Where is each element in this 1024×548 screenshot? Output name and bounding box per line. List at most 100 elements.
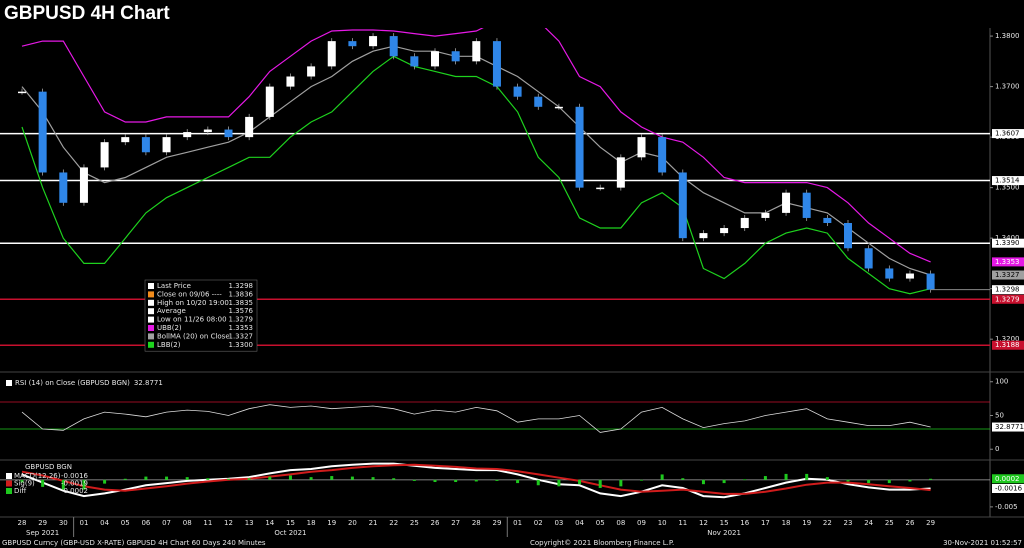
candle xyxy=(905,273,914,279)
x-tick-label: 11 xyxy=(678,519,687,527)
x-tick-label: 12 xyxy=(699,519,708,527)
legend-swatch xyxy=(148,333,154,340)
legend-label: Low on 11/26 08:00 xyxy=(157,316,227,324)
diff-bar xyxy=(557,479,561,487)
candle xyxy=(802,192,811,218)
legend-label: BollMA (20) on Close xyxy=(157,332,230,340)
candle xyxy=(844,222,852,249)
diff-bar xyxy=(929,478,933,480)
diff-bar xyxy=(330,476,334,480)
legend-swatch xyxy=(148,341,154,348)
x-tick-label: 11 xyxy=(203,519,212,527)
footer-source: GBPUSD Curncy (GBP-USD X-RATE) GBPUSD 4H… xyxy=(2,539,266,547)
x-tick-label: 25 xyxy=(410,519,419,527)
candle xyxy=(678,172,687,239)
x-tick-label: 10 xyxy=(658,519,667,527)
x-tick-label: 16 xyxy=(740,519,749,527)
diff-bar xyxy=(123,478,127,480)
candle xyxy=(18,91,26,94)
candle xyxy=(327,41,336,67)
x-tick-label: 26 xyxy=(905,519,914,527)
candle xyxy=(203,129,212,133)
legend-label: Average xyxy=(157,307,186,315)
macd-title: GBPUSD BGN xyxy=(25,463,72,471)
level-tag-box xyxy=(992,294,1024,304)
level-tag: 1.3514 xyxy=(995,177,1020,185)
legend-value: 1.3327 xyxy=(229,332,254,340)
diff-bar xyxy=(660,474,664,480)
diff-bar xyxy=(805,473,809,480)
y-tick-label: 50 xyxy=(995,411,1004,419)
legend-swatch xyxy=(148,299,154,306)
candle xyxy=(596,187,605,190)
x-tick-label: 22 xyxy=(389,519,398,527)
legend-swatch xyxy=(148,308,154,315)
legend-label: UBB(2) xyxy=(157,324,182,332)
legend-value: 1.3300 xyxy=(229,341,254,349)
diff-bar xyxy=(867,479,871,484)
diff-bar xyxy=(763,476,767,480)
legend-value: 1.3353 xyxy=(229,324,254,332)
level-tag: 1.3279 xyxy=(995,295,1020,303)
diff-bar xyxy=(784,473,788,480)
candle xyxy=(885,268,894,279)
candle xyxy=(864,248,873,269)
legend-swatch xyxy=(148,291,154,298)
candle xyxy=(121,137,130,143)
legend-label: Close on 09/06 ---- xyxy=(157,290,222,298)
x-tick-label: 02 xyxy=(534,519,543,527)
diff-bar xyxy=(474,479,478,482)
diff-bar xyxy=(350,476,354,480)
diff-bar xyxy=(619,479,623,487)
level-tag: 1.3188 xyxy=(995,341,1020,349)
footer-copyright: Copyright© 2021 Bloomberg Finance L.P. xyxy=(530,539,674,547)
x-tick-label: 15 xyxy=(286,519,295,527)
level-tag-box xyxy=(992,129,1024,139)
macd-line xyxy=(21,463,931,495)
diff-bar xyxy=(82,479,86,490)
level-tag-box xyxy=(992,340,1024,350)
x-tick-label: 30 xyxy=(59,519,68,527)
candle xyxy=(224,129,233,138)
rsi-tag-box xyxy=(992,422,1024,432)
candle xyxy=(926,273,935,290)
series-tag-box xyxy=(992,270,1024,280)
candle xyxy=(59,172,68,203)
diff-bar xyxy=(61,479,65,490)
rsi-value: 32.8771 xyxy=(134,379,163,387)
candle xyxy=(554,106,563,109)
candle xyxy=(38,91,47,173)
diff-bar xyxy=(701,479,705,485)
month-label: Oct 2021 xyxy=(274,529,306,537)
x-tick-label: 28 xyxy=(472,519,481,527)
diff-bar xyxy=(165,476,169,480)
macd-line xyxy=(21,462,931,499)
x-tick-label: 25 xyxy=(885,519,894,527)
rsi-title: RSI (14) on Close (GBPUSD BGN) xyxy=(15,379,130,387)
band-line xyxy=(21,28,931,263)
candle xyxy=(575,106,584,188)
diff-bar xyxy=(20,479,24,483)
month-label: Nov 2021 xyxy=(707,529,741,537)
x-tick-label: 28 xyxy=(18,519,27,527)
x-tick-label: 24 xyxy=(864,519,873,527)
x-tick-label: 13 xyxy=(245,519,254,527)
x-tick-label: 05 xyxy=(596,519,605,527)
legend-value: 1.3835 xyxy=(229,299,254,307)
x-tick-label: 19 xyxy=(327,519,336,527)
candle xyxy=(740,217,749,229)
candle xyxy=(616,157,625,188)
diff-bar xyxy=(144,476,148,480)
x-tick-label: 18 xyxy=(782,519,791,527)
series-tag: 1.3353 xyxy=(995,258,1020,266)
candle xyxy=(100,142,109,168)
x-tick-label: 01 xyxy=(79,519,88,527)
diff-bar xyxy=(598,479,602,488)
candle xyxy=(534,96,543,107)
candle xyxy=(699,233,708,239)
rsi-line xyxy=(21,404,931,433)
diff-bar xyxy=(722,479,726,484)
macd-tag-box xyxy=(992,474,1024,484)
x-tick-label: 08 xyxy=(183,519,192,527)
